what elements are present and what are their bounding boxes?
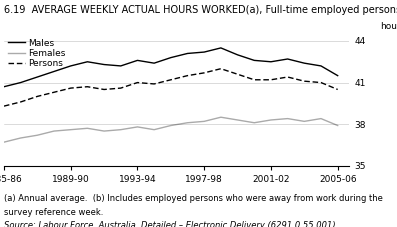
Persons bbox=[268, 78, 273, 81]
Males bbox=[302, 62, 307, 64]
Line: Persons: Persons bbox=[4, 69, 338, 106]
Males bbox=[152, 62, 156, 64]
Persons bbox=[52, 91, 56, 94]
Y-axis label: hours: hours bbox=[380, 22, 397, 31]
Males bbox=[185, 52, 190, 55]
Females bbox=[118, 128, 123, 131]
Males bbox=[168, 56, 173, 59]
Females bbox=[35, 134, 40, 137]
Persons bbox=[285, 76, 290, 78]
Females bbox=[252, 121, 256, 124]
Males bbox=[335, 74, 340, 77]
Males bbox=[135, 59, 140, 62]
Persons bbox=[252, 78, 256, 81]
Females bbox=[52, 130, 56, 132]
Females bbox=[302, 120, 307, 123]
Females bbox=[235, 119, 240, 121]
Persons bbox=[2, 105, 6, 107]
Persons bbox=[302, 80, 307, 83]
Persons bbox=[202, 72, 206, 74]
Persons bbox=[168, 78, 173, 81]
Text: Source: Labour Force, Australia, Detailed – Electronic Delivery (6291.0.55.001).: Source: Labour Force, Australia, Detaile… bbox=[4, 221, 338, 227]
Males bbox=[202, 51, 206, 53]
Persons bbox=[235, 73, 240, 76]
Males bbox=[235, 54, 240, 56]
Males bbox=[268, 60, 273, 63]
Males bbox=[252, 59, 256, 62]
Females bbox=[102, 130, 106, 132]
Persons bbox=[102, 88, 106, 91]
Persons bbox=[185, 74, 190, 77]
Males bbox=[285, 58, 290, 60]
Males bbox=[68, 64, 73, 67]
Males bbox=[319, 64, 324, 67]
Females bbox=[68, 128, 73, 131]
Text: (a) Annual average.  (b) Includes employed persons who were away from work durin: (a) Annual average. (b) Includes employe… bbox=[4, 194, 383, 203]
Persons bbox=[85, 85, 90, 88]
Persons bbox=[335, 88, 340, 91]
Males bbox=[18, 81, 23, 84]
Persons bbox=[18, 101, 23, 103]
Females bbox=[202, 120, 206, 123]
Males bbox=[85, 60, 90, 63]
Persons bbox=[35, 95, 40, 98]
Persons bbox=[135, 81, 140, 84]
Legend: Males, Females, Persons: Males, Females, Persons bbox=[8, 39, 66, 68]
Line: Females: Females bbox=[4, 117, 338, 142]
Persons bbox=[68, 87, 73, 89]
Females bbox=[2, 141, 6, 143]
Females bbox=[218, 116, 223, 118]
Females bbox=[319, 117, 324, 120]
Females bbox=[168, 124, 173, 127]
Persons bbox=[319, 81, 324, 84]
Females bbox=[18, 137, 23, 139]
Males bbox=[2, 85, 6, 88]
Line: Males: Males bbox=[4, 48, 338, 87]
Females bbox=[85, 127, 90, 130]
Males bbox=[218, 47, 223, 49]
Females bbox=[185, 121, 190, 124]
Females bbox=[335, 124, 340, 127]
Females bbox=[152, 128, 156, 131]
Females bbox=[268, 119, 273, 121]
Text: survey reference week.: survey reference week. bbox=[4, 208, 103, 217]
Text: 6.19  AVERAGE WEEKLY ACTUAL HOURS WORKED(a), Full-time employed persons(b): 6.19 AVERAGE WEEKLY ACTUAL HOURS WORKED(… bbox=[4, 5, 397, 15]
Males bbox=[118, 64, 123, 67]
Males bbox=[102, 63, 106, 66]
Females bbox=[285, 117, 290, 120]
Males bbox=[52, 70, 56, 73]
Persons bbox=[152, 83, 156, 85]
Persons bbox=[218, 67, 223, 70]
Females bbox=[135, 126, 140, 128]
Males bbox=[35, 76, 40, 78]
Persons bbox=[118, 87, 123, 89]
